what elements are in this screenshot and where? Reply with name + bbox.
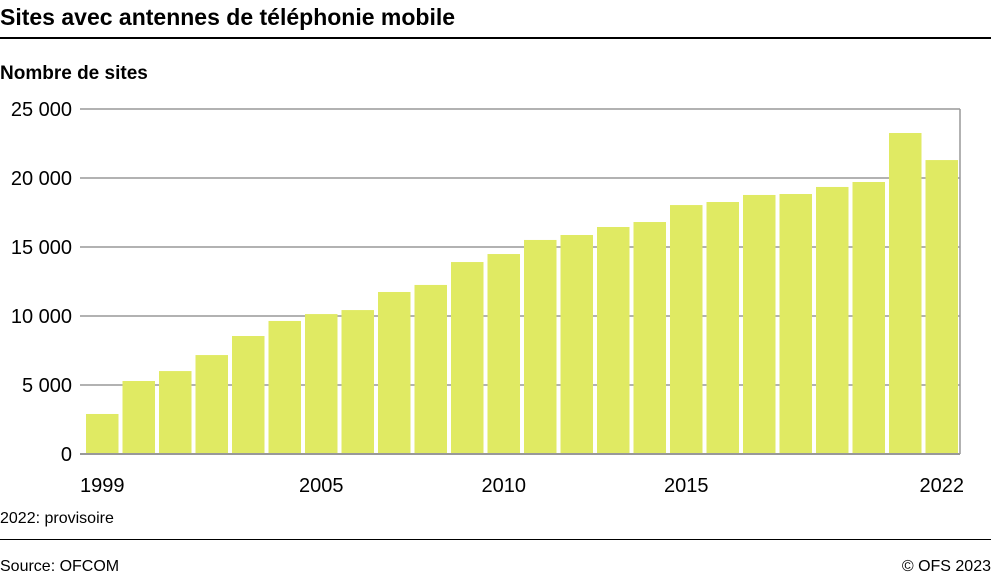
- y-tick-label: 5 000: [22, 375, 72, 397]
- x-tick-label: 1999: [80, 475, 125, 497]
- copyright-text: © OFS 2023: [901, 558, 991, 575]
- bar-2004: [268, 320, 301, 454]
- y-tick-label: 10 000: [11, 306, 72, 328]
- chart-title: Sites avec antennes de téléphonie mobile: [0, 4, 456, 30]
- bar-2015: [670, 205, 703, 454]
- bar-2013: [597, 226, 630, 454]
- footnote: 2022: provisoire: [0, 510, 114, 527]
- x-tick-label: 2015: [664, 475, 709, 497]
- bar-2000: [122, 380, 155, 454]
- y-tick-label: 15 000: [11, 237, 72, 259]
- bar-2020: [852, 182, 885, 454]
- y-tick-label: 0: [61, 444, 72, 466]
- bar-2021: [889, 133, 922, 454]
- bar-2017: [743, 194, 776, 454]
- bar-chart: 0 5 000 10 000 15 000 20 000 25 000 1999 2005 20…: [11, 99, 965, 497]
- bar-2019: [816, 186, 849, 454]
- bar-1999: [86, 413, 119, 454]
- bar-2008: [414, 284, 447, 454]
- bar-2010: [487, 254, 520, 454]
- bar-2011: [524, 239, 557, 454]
- bar-2002: [195, 355, 228, 454]
- footer-rule: [0, 539, 991, 540]
- bar-2014: [633, 222, 666, 454]
- x-tick-label: 2005: [299, 475, 344, 497]
- bar-2022: [925, 160, 958, 454]
- bar-2007: [378, 291, 411, 454]
- bar-2016: [706, 202, 739, 454]
- title-rule: [0, 37, 991, 39]
- bar-2009: [451, 262, 484, 454]
- bar-2006: [341, 310, 374, 454]
- x-tick-label: 2010: [482, 475, 527, 497]
- bar-2012: [560, 234, 593, 454]
- source-text: Source: OFCOM: [0, 558, 120, 575]
- bar-2018: [779, 194, 812, 454]
- x-tick-label: 2022: [920, 475, 965, 497]
- bar-2001: [159, 371, 192, 454]
- y-tick-label: 25 000: [11, 99, 72, 121]
- bar-2003: [232, 336, 265, 454]
- y-tick-label: 20 000: [11, 168, 72, 190]
- bar-2005: [305, 314, 338, 454]
- y-axis-label: Nombre de sites: [0, 63, 148, 84]
